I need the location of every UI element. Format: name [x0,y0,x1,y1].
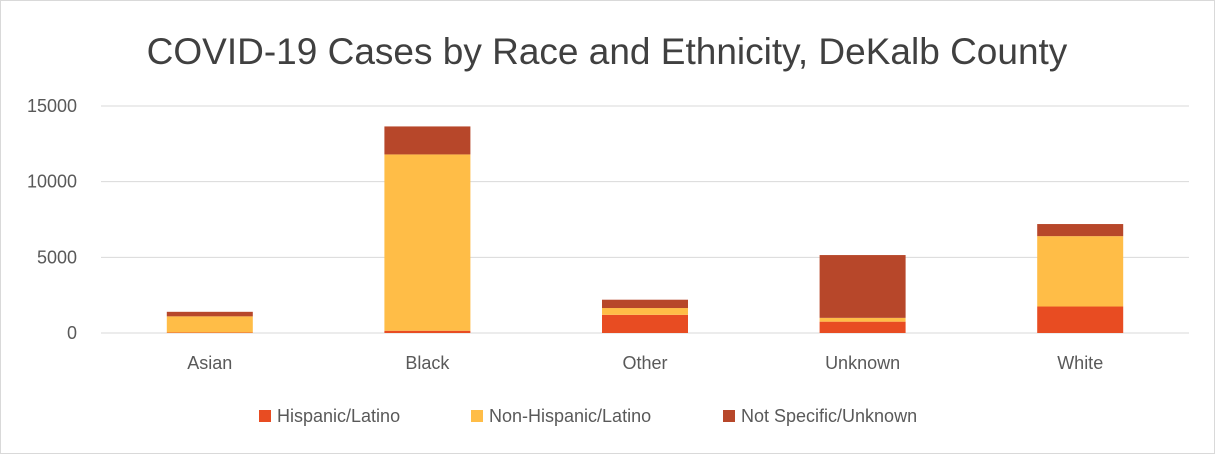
bars-layer [166,126,1124,333]
bar-unknown-series-0 [819,321,906,333]
bar-black-series-1 [384,154,471,331]
bar-black-series-2 [384,126,471,155]
bar-asian-series-1 [166,316,253,333]
x-tick-label: Other [622,353,667,373]
bar-other-series-0 [602,314,688,333]
y-tick-label: 0 [67,323,77,343]
bar-asian-series-2 [166,311,253,317]
legend-label: Non-Hispanic/Latino [489,406,651,426]
bar-black-series-0 [384,330,471,333]
legend: Hispanic/Latino Non-Hispanic/Latino Not Sp… [259,406,917,426]
x-tick-label: Unknown [825,353,900,373]
chart-title: COVID-19 Cases by Race and Ethnicity, De… [147,31,1068,72]
bar-white-series-0 [1037,306,1124,333]
x-axis-ticks: Asian Black Other Unknown White [187,353,1103,373]
x-tick-label: White [1057,353,1103,373]
x-tick-label: Asian [187,353,232,373]
legend-swatch [259,410,271,422]
grid-layer [101,105,1189,334]
legend-label: Not Specific/Unknown [741,406,917,426]
bar-white-series-2 [1037,224,1124,237]
legend-label: Hispanic/Latino [277,406,400,426]
y-tick-label: 15000 [27,96,77,116]
legend-swatch [723,410,735,422]
y-axis-ticks: 0 5000 10000 15000 [27,96,77,343]
bar-other-series-2 [602,299,688,309]
legend-swatch [471,410,483,422]
bar-other-series-1 [602,308,688,315]
bar-white-series-1 [1037,236,1124,307]
bar-unknown-series-1 [819,317,906,322]
bar-unknown-series-2 [819,255,906,318]
y-tick-label: 5000 [37,247,77,267]
y-tick-label: 10000 [27,172,77,192]
x-tick-label: Black [405,353,450,373]
